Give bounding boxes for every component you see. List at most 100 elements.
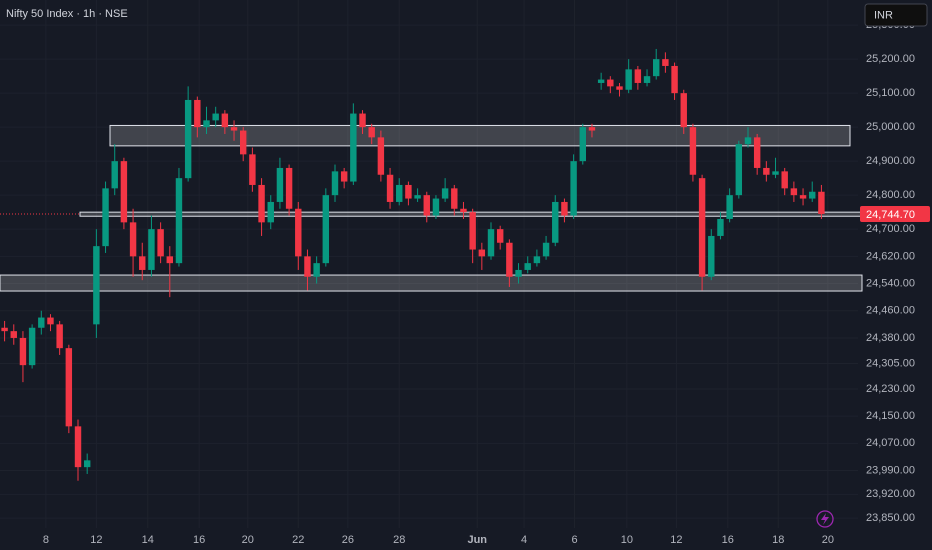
candle-body bbox=[524, 263, 531, 270]
y-tick-label: 24,380.00 bbox=[866, 332, 915, 344]
candle-body bbox=[799, 195, 807, 199]
candle-body bbox=[579, 127, 587, 162]
candle-body bbox=[662, 59, 669, 66]
candle-body bbox=[588, 127, 596, 131]
candle-body bbox=[230, 127, 238, 131]
y-tick-label: 23,990.00 bbox=[866, 464, 915, 476]
x-tick-label: 10 bbox=[621, 534, 633, 546]
x-tick-label: 4 bbox=[521, 534, 527, 546]
x-tick-label: 12 bbox=[90, 534, 102, 546]
candle-body bbox=[258, 184, 265, 223]
candle-body bbox=[120, 161, 128, 223]
candle-body bbox=[38, 317, 45, 328]
candle-body bbox=[304, 256, 311, 277]
x-tick-label: 18 bbox=[772, 534, 784, 546]
candle-body bbox=[781, 171, 788, 189]
candle-body bbox=[414, 195, 421, 199]
y-tick-label: 24,150.00 bbox=[866, 410, 915, 422]
candle-body bbox=[561, 201, 568, 216]
candle-body bbox=[65, 348, 73, 427]
candle-body bbox=[506, 242, 513, 277]
x-tick-label: 6 bbox=[571, 534, 577, 546]
candle-body bbox=[441, 188, 449, 199]
candle-body bbox=[652, 59, 660, 77]
candle-body bbox=[405, 184, 412, 199]
currency-button[interactable] bbox=[864, 3, 928, 27]
grid bbox=[0, 0, 858, 528]
candle-body bbox=[552, 201, 559, 243]
last-price-label: 24,744.70 bbox=[866, 209, 915, 221]
candle-body bbox=[74, 426, 82, 468]
candle-body bbox=[809, 191, 816, 199]
candle-body bbox=[56, 324, 63, 349]
x-tick-label: 16 bbox=[193, 534, 205, 546]
candle-body bbox=[10, 331, 17, 338]
candle-body bbox=[102, 188, 109, 247]
y-tick-label: 25,100.00 bbox=[866, 87, 915, 99]
candle-body bbox=[267, 201, 274, 223]
candle-body bbox=[350, 113, 357, 182]
candle-body bbox=[166, 256, 174, 264]
candle-body bbox=[698, 178, 706, 277]
candle-body bbox=[184, 99, 192, 179]
candle-body bbox=[221, 113, 229, 128]
currency-label[interactable]: INR bbox=[874, 9, 893, 21]
candle-body bbox=[28, 327, 36, 366]
candle-body bbox=[607, 79, 614, 87]
zone bbox=[109, 124, 851, 147]
candle-body bbox=[359, 113, 366, 128]
candle-body bbox=[396, 184, 403, 202]
y-tick-label: 24,540.00 bbox=[866, 277, 915, 289]
candle-body bbox=[451, 188, 458, 209]
candle-body bbox=[368, 127, 375, 138]
candle-body bbox=[93, 246, 100, 325]
candle-body bbox=[643, 76, 651, 83]
axes: 23,850.00 23,920.00 23,990.00 24,070.00 24,1… bbox=[43, 19, 930, 546]
candle-body bbox=[111, 161, 118, 189]
candle-body bbox=[322, 195, 330, 264]
candle-body bbox=[423, 195, 430, 216]
candle-body bbox=[249, 154, 256, 185]
candle-body bbox=[432, 198, 440, 216]
candle-body bbox=[744, 137, 752, 145]
candle-body bbox=[763, 167, 770, 175]
x-tick-label: 14 bbox=[142, 534, 154, 546]
x-tick-label: 28 bbox=[393, 534, 405, 546]
candle-body bbox=[726, 195, 733, 219]
candle-body bbox=[496, 229, 504, 243]
y-tick-label: 25,000.00 bbox=[866, 121, 915, 133]
candle-body bbox=[487, 229, 495, 257]
x-tick-label: 20 bbox=[242, 534, 254, 546]
candle-body bbox=[129, 222, 137, 257]
x-tick-label: 12 bbox=[670, 534, 682, 546]
candle-body bbox=[818, 191, 825, 214]
y-tick-label: 24,800.00 bbox=[866, 189, 915, 201]
candle-body bbox=[469, 212, 476, 250]
y-tick-label: 24,230.00 bbox=[866, 383, 915, 395]
alert-bolt bbox=[821, 513, 829, 525]
candles bbox=[0, 48, 825, 481]
candle-body bbox=[83, 460, 91, 468]
candle-body bbox=[295, 208, 302, 257]
candle-body bbox=[708, 235, 715, 277]
zone bbox=[0, 274, 863, 292]
candle-body bbox=[386, 174, 394, 202]
y-tick-label: 23,920.00 bbox=[866, 488, 915, 500]
x-tick-label: 8 bbox=[43, 534, 49, 546]
candle-body bbox=[157, 229, 164, 257]
candle-body bbox=[148, 229, 155, 270]
candle-body bbox=[19, 337, 27, 366]
candle-body bbox=[460, 208, 467, 213]
candle-body bbox=[671, 65, 678, 94]
alert-icon[interactable] bbox=[816, 510, 834, 528]
candle-body bbox=[212, 113, 219, 121]
candle-body bbox=[533, 256, 541, 264]
candle-body bbox=[377, 137, 385, 175]
y-tick-label: 24,070.00 bbox=[866, 437, 915, 449]
candle-body bbox=[203, 120, 210, 128]
candle-body bbox=[597, 79, 605, 83]
x-tick-label: 22 bbox=[292, 534, 304, 546]
candle-body bbox=[175, 178, 183, 264]
candle-body bbox=[285, 167, 293, 209]
